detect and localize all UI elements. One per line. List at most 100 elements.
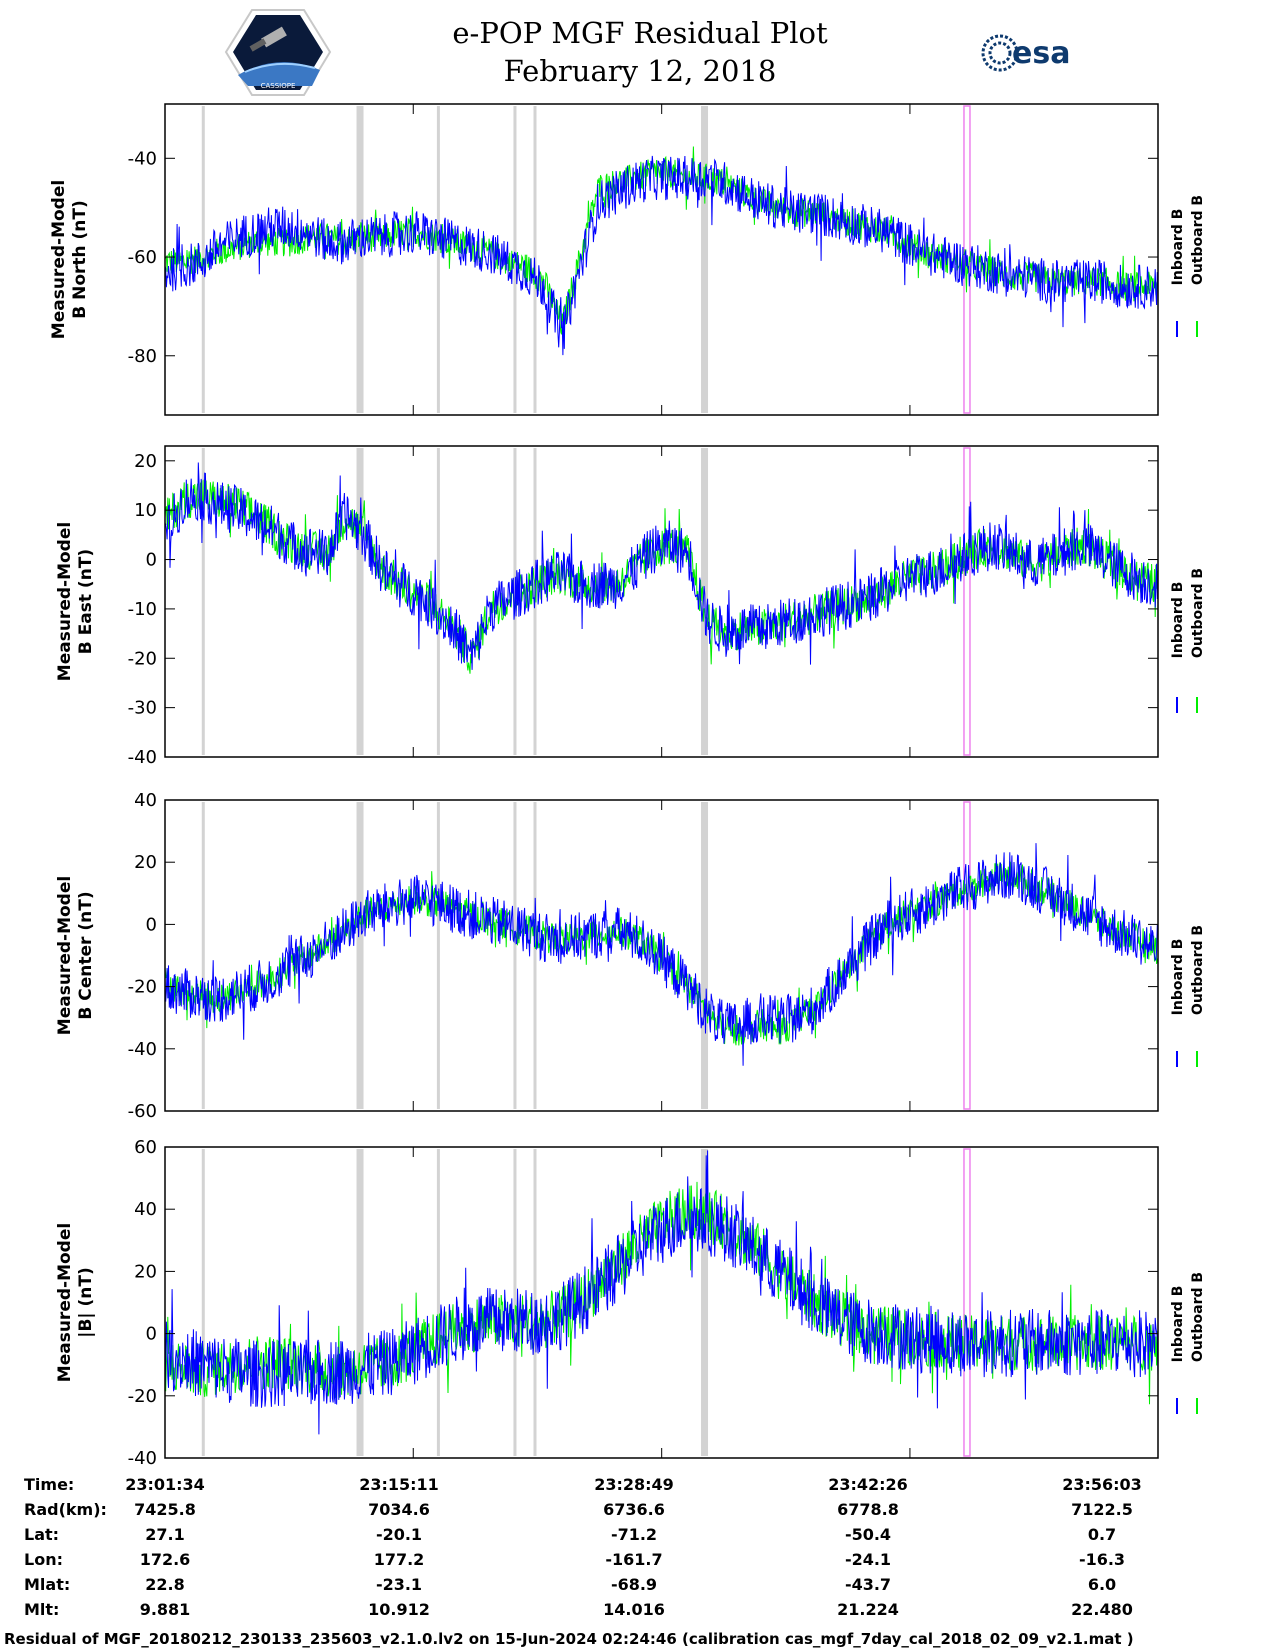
y-tick-label: 20 bbox=[134, 451, 157, 472]
info-cell: 7425.8 bbox=[134, 1500, 196, 1519]
row-label-lat: Lat: bbox=[24, 1525, 59, 1544]
series-inboard-line bbox=[164, 155, 1159, 356]
event-marker-band bbox=[963, 801, 971, 1110]
info-cell: 7122.5 bbox=[1071, 1500, 1133, 1519]
info-cell: 23:42:26 bbox=[828, 1475, 908, 1494]
footer-caption: Residual of MGF_20180212_230133_235603_v… bbox=[4, 1630, 1134, 1648]
info-cell: 10.912 bbox=[368, 1600, 430, 1619]
y-ticks: 60 40 20 0 -20 -40 bbox=[128, 1137, 1158, 1469]
esa-logo: esa bbox=[981, 34, 1070, 72]
y-tick-label: -10 bbox=[128, 599, 157, 620]
info-cell: 23:15:11 bbox=[359, 1475, 439, 1494]
y-tick-label: 0 bbox=[146, 550, 157, 571]
info-cell: -50.4 bbox=[845, 1525, 891, 1544]
info-cell: 6736.6 bbox=[603, 1500, 665, 1519]
legend-outboard-label: Outboard B bbox=[1190, 195, 1206, 285]
y-tick-label: -30 bbox=[128, 698, 157, 719]
info-cell: -68.9 bbox=[611, 1575, 657, 1594]
info-cell: 6778.8 bbox=[837, 1500, 899, 1519]
data-gap-band bbox=[436, 106, 440, 413]
plot-date: February 12, 2018 bbox=[504, 54, 777, 88]
series-inboard-line bbox=[164, 1150, 1159, 1435]
y-tick-label: -40 bbox=[128, 148, 157, 169]
data-gap-band bbox=[201, 448, 205, 755]
gap-bands bbox=[201, 447, 971, 756]
info-cell: 172.6 bbox=[140, 1550, 191, 1569]
data-gap-band bbox=[201, 802, 205, 1109]
info-cell: -20.1 bbox=[376, 1525, 422, 1544]
info-cell: -16.3 bbox=[1079, 1550, 1125, 1569]
legend-outboard-label: Outboard B bbox=[1190, 925, 1206, 1015]
y-tick-label: -60 bbox=[128, 1101, 157, 1122]
info-cell: -24.1 bbox=[845, 1550, 891, 1569]
event-marker-band bbox=[963, 1148, 971, 1457]
info-cell: -161.7 bbox=[605, 1550, 662, 1569]
cassiope-logo: CASSIOPE bbox=[224, 9, 332, 96]
y-tick-label: 0 bbox=[146, 1324, 157, 1345]
info-cell: 0.7 bbox=[1088, 1525, 1116, 1544]
y-tick-label: 20 bbox=[134, 852, 157, 873]
x-ticks bbox=[164, 1147, 1159, 1458]
y-tick-label: -60 bbox=[128, 247, 157, 268]
series-outboard-line bbox=[164, 146, 1159, 335]
legend-outboard-label: Outboard B bbox=[1190, 1272, 1206, 1362]
data-traces bbox=[164, 1150, 1159, 1435]
info-cell: -43.7 bbox=[845, 1575, 891, 1594]
axes-frame bbox=[164, 1146, 1159, 1459]
data-traces bbox=[164, 146, 1159, 356]
y-tick-label: 60 bbox=[134, 1137, 157, 1158]
x-ticks bbox=[164, 104, 1159, 415]
row-label-time: Time: bbox=[24, 1475, 74, 1494]
panel-b-north: -40 -60 -80 Measured-Model B North (nT) In… bbox=[49, 103, 1206, 416]
y-axis-label-line1: Measured-Model bbox=[55, 876, 75, 1035]
info-cell: 177.2 bbox=[374, 1550, 425, 1569]
data-gap-band bbox=[533, 802, 537, 1109]
y-ticks: 40 20 0 -20 -40 -60 bbox=[128, 790, 1158, 1122]
y-axis-label-line2: B Center (nT) bbox=[76, 891, 96, 1019]
y-tick-label: -20 bbox=[128, 1386, 157, 1407]
row-label-mlt: Mlt: bbox=[24, 1600, 59, 1619]
y-axis-label-line2: |B| (nT) bbox=[76, 1267, 96, 1338]
legend-inboard-label: Inboard B bbox=[1170, 209, 1186, 286]
info-cell: 21.224 bbox=[837, 1600, 899, 1619]
data-gap-band bbox=[436, 802, 440, 1109]
info-cell: 23:01:34 bbox=[125, 1475, 205, 1494]
y-tick-label: 40 bbox=[134, 790, 157, 811]
row-label-mlat: Mlat: bbox=[24, 1575, 70, 1594]
info-cell: 23:28:49 bbox=[594, 1475, 674, 1494]
y-tick-label: -40 bbox=[128, 1448, 157, 1469]
info-cell: 9.881 bbox=[140, 1600, 191, 1619]
x-ticks bbox=[164, 800, 1159, 1111]
data-gap-band bbox=[436, 448, 440, 755]
data-traces bbox=[164, 462, 1159, 674]
data-traces bbox=[164, 843, 1159, 1066]
data-gap-band bbox=[513, 802, 517, 1109]
data-gap-band bbox=[701, 1149, 709, 1456]
y-ticks: 20 10 0 -10 -20 -30 -40 bbox=[128, 451, 1158, 768]
info-cell: 7034.6 bbox=[368, 1500, 430, 1519]
x-ticks bbox=[164, 446, 1159, 757]
y-tick-label: 0 bbox=[146, 914, 157, 935]
y-tick-label: -40 bbox=[128, 747, 157, 768]
info-cell: -23.1 bbox=[376, 1575, 422, 1594]
data-gap-band bbox=[356, 106, 364, 413]
y-tick-label: 20 bbox=[134, 1261, 157, 1282]
y-ticks: -40 -60 -80 bbox=[128, 148, 1158, 367]
legend-inboard-label: Inboard B bbox=[1170, 582, 1186, 659]
y-axis-label-line2: B North (nT) bbox=[70, 200, 90, 319]
info-cell: 23:56:03 bbox=[1062, 1475, 1142, 1494]
panel-b-east: 20 10 0 -10 -20 -30 -40 Measured-Model B East … bbox=[55, 445, 1206, 768]
info-cell: 6.0 bbox=[1088, 1575, 1116, 1594]
info-table-cells: 23:01:34 7425.8 27.1 172.6 22.8 9.881 23:15:11… bbox=[125, 1475, 1142, 1619]
y-axis-label-line1: Measured-Model bbox=[55, 1223, 75, 1382]
esa-logo-text: esa bbox=[1012, 36, 1070, 71]
series-inboard-line bbox=[164, 843, 1159, 1066]
data-gap-band bbox=[356, 802, 364, 1109]
series-outboard-line bbox=[164, 479, 1159, 674]
legend-outboard-label: Outboard B bbox=[1190, 568, 1206, 658]
info-cell: 27.1 bbox=[145, 1525, 184, 1544]
y-axis-label-line1: Measured-Model bbox=[49, 180, 69, 339]
cassiope-logo-text: CASSIOPE bbox=[261, 82, 296, 90]
y-tick-label: 10 bbox=[134, 500, 157, 521]
